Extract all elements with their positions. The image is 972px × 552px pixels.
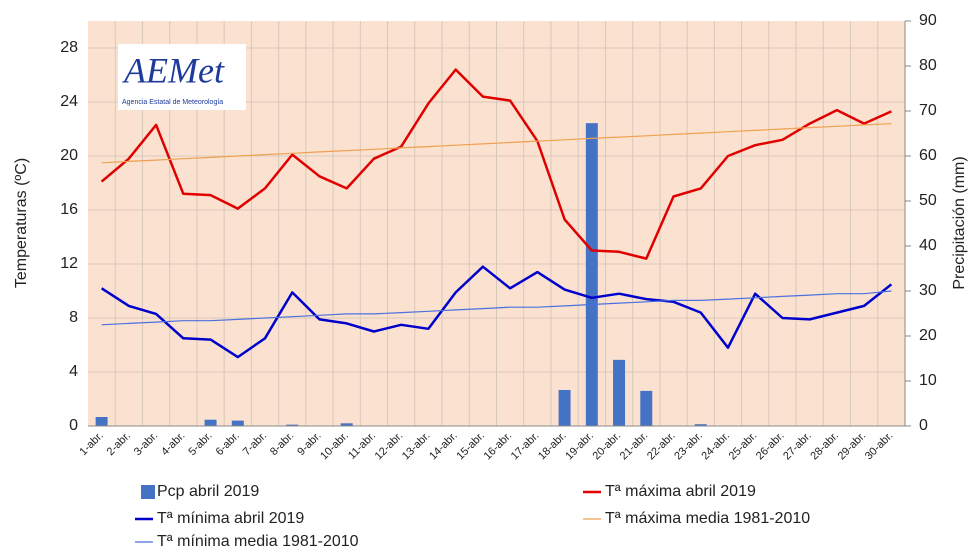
x-tick-label: 7-abr. — [241, 430, 269, 458]
x-tick-label: 5-abr. — [186, 430, 214, 458]
logo-box — [118, 44, 246, 110]
bar — [204, 419, 217, 426]
line — [101, 290, 892, 326]
x-tick-label: 27-abr. — [781, 430, 814, 463]
y2-tick-label: 30 — [919, 282, 937, 299]
x-tick-label: 10-abr. — [318, 430, 351, 463]
x-tick-label: 2-abr. — [105, 430, 133, 458]
x-tick-label: 13-abr. — [400, 430, 433, 463]
x-tick-label: 20-abr. — [591, 430, 624, 463]
legend-label: Tª máxima media 1981-2010 — [605, 510, 810, 527]
logo-mark: AEMet — [122, 50, 225, 90]
y-tick-label: 20 — [60, 147, 78, 164]
bar — [340, 423, 353, 426]
bar — [613, 359, 626, 426]
x-tick-label: 6-abr. — [214, 430, 242, 458]
y-tick-label: 4 — [69, 363, 78, 380]
x-tick-label: 12-abr. — [373, 430, 406, 463]
x-tick-label: 15-abr. — [454, 430, 487, 463]
x-tick-label: 24-abr. — [699, 430, 732, 463]
y2-tick-label: 10 — [919, 372, 937, 389]
line — [101, 123, 892, 164]
x-tick-label: 17-abr. — [509, 430, 542, 463]
y-tick-label: 0 — [69, 417, 78, 434]
y2-tick-label: 70 — [919, 102, 937, 119]
x-tick-label: 3-abr. — [132, 430, 160, 458]
x-tick-label: 4-abr. — [159, 430, 187, 458]
x-tick-label: 11-abr. — [346, 430, 378, 462]
x-tick-label: 1-abr. — [77, 430, 105, 458]
y-tick-label: 24 — [60, 93, 78, 110]
legend-label: Tª mínima abril 2019 — [157, 510, 304, 527]
legend-swatch — [141, 485, 155, 499]
bar — [558, 390, 571, 426]
bar — [286, 424, 299, 426]
x-tick-label: 8-abr. — [268, 430, 296, 458]
x-tick-label: 30-abr. — [863, 430, 896, 463]
x-tick-label: 19-abr. — [563, 430, 596, 463]
y2-axis-label: Precipitación (mm) — [951, 156, 968, 289]
x-tick-label: 14-abr. — [427, 430, 460, 463]
y-tick-label: 28 — [60, 39, 78, 56]
x-tick-label: 29-abr. — [836, 430, 869, 463]
x-tick-label: 21-abr. — [618, 430, 651, 463]
legend-label: Tª máxima abril 2019 — [605, 483, 756, 500]
bar — [694, 424, 707, 426]
x-tick-label: 28-abr. — [808, 430, 841, 463]
bar — [95, 417, 108, 426]
y2-tick-label: 50 — [919, 192, 937, 209]
y-axis-label: Temperaturas (ºC) — [13, 158, 30, 288]
y2-tick-label: 80 — [919, 57, 937, 74]
y-tick-label: 16 — [60, 201, 78, 218]
bar — [585, 123, 598, 427]
x-tick-label: 25-abr. — [727, 430, 760, 463]
x-tick-label: 22-abr. — [645, 430, 678, 463]
x-tick-label: 16-abr. — [482, 430, 515, 463]
logo-text: Agencia Estatal de Meteorología — [122, 99, 223, 106]
y-tick-label: 8 — [69, 309, 78, 326]
legend-label: Pcp abril 2019 — [157, 483, 259, 500]
y2-tick-label: 90 — [919, 12, 937, 29]
y2-tick-label: 60 — [919, 147, 937, 164]
y2-tick-label: 40 — [919, 237, 937, 254]
x-tick-label: 18-abr. — [536, 430, 569, 463]
bar — [640, 390, 653, 426]
x-tick-label: 23-abr. — [672, 430, 705, 463]
y2-tick-label: 20 — [919, 327, 937, 344]
bar — [231, 420, 244, 426]
legend-label: Tª mínima media 1981-2010 — [157, 533, 359, 550]
line — [100, 68, 892, 260]
y-tick-label: 12 — [60, 255, 78, 272]
x-tick-label: 26-abr. — [754, 430, 787, 463]
y2-tick-label: 0 — [919, 417, 928, 434]
